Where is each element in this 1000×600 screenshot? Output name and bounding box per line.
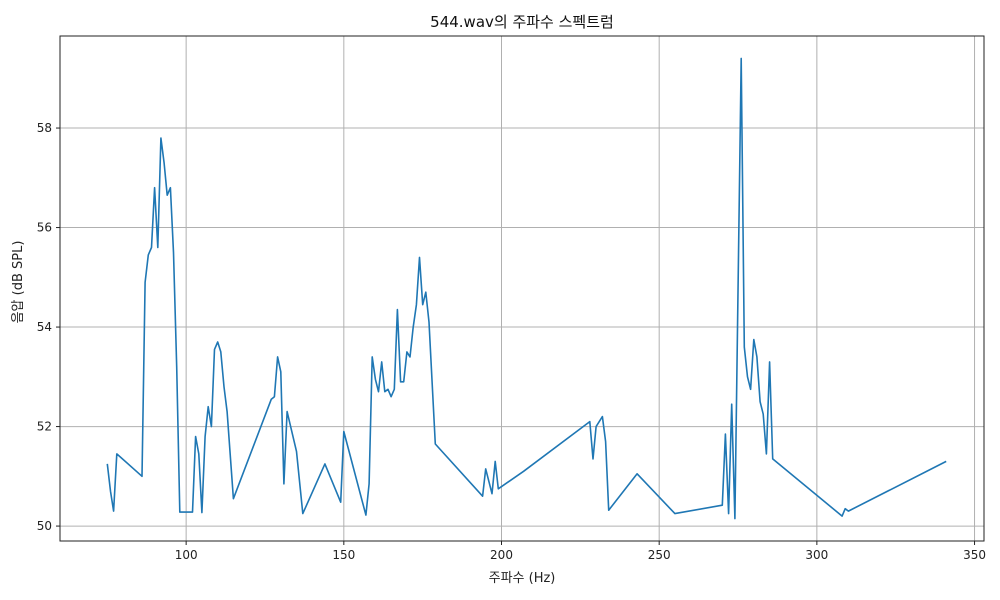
x-tick-label: 150 [332,548,355,562]
x-tick-label: 200 [490,548,513,562]
x-axis: 100 150 200 250 300 350 [175,541,986,562]
series-line-spectrum [106,57,947,520]
x-axis-label: 주파수 (Hz) [489,571,556,586]
y-tick-label: 58 [37,121,52,135]
y-tick-label: 56 [37,221,52,235]
y-tick-label: 52 [37,420,52,434]
y-tick-label: 50 [37,519,52,533]
y-axis: 50 52 54 56 58 [37,121,60,533]
x-tick-label: 250 [648,548,671,562]
y-tick-label: 54 [37,320,52,334]
plot-frame [59,35,985,542]
x-tick-label: 350 [963,548,986,562]
grid [60,36,984,541]
y-axis-label: 음압 (dB SPL) [11,241,26,324]
x-tick-label: 100 [175,548,198,562]
chart-title: 544.wav의 주파수 스펙트럼 [430,13,614,31]
series-layer [106,57,947,520]
x-tick-label: 300 [805,548,828,562]
